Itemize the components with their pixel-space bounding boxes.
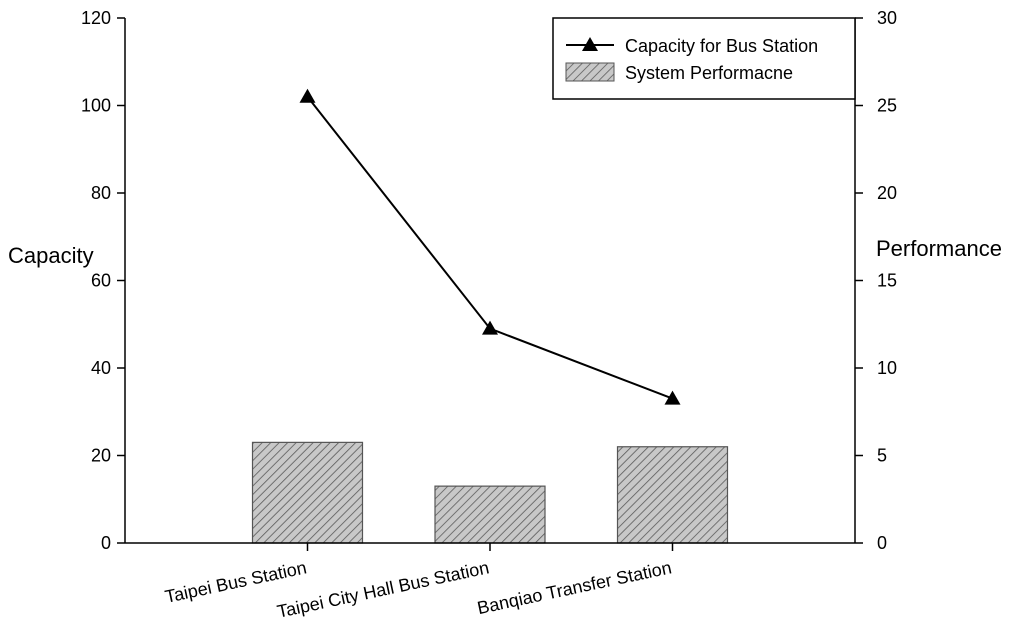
bars-layer [251, 441, 729, 544]
capacity-line [306, 96, 673, 400]
y-tick-label-left: 20 [91, 446, 111, 466]
capacity-point [482, 320, 498, 335]
legend-label-performance: System Performacne [625, 63, 793, 83]
y-tick-label-right: 15 [877, 271, 897, 291]
y-tick-label-right: 20 [877, 183, 897, 203]
performance-bar [251, 441, 364, 544]
y-tick-label-left: 0 [101, 533, 111, 553]
legend: Capacity for Bus Station System Performa… [552, 17, 856, 100]
y-tick-label-left: 100 [81, 96, 111, 116]
performance-bar [434, 485, 546, 544]
legend-box [552, 17, 856, 100]
y-tick-label-right: 0 [877, 533, 887, 553]
legend-line-sample [566, 37, 614, 51]
y-tick-label-left: 60 [91, 271, 111, 291]
line-layer [299, 88, 681, 405]
legend-triangle-marker [582, 37, 598, 51]
y-axis-title-left: Capacity [8, 243, 94, 268]
y-tick-label-right: 10 [877, 358, 897, 378]
y-tick-label-left: 80 [91, 183, 111, 203]
capacity-point [299, 88, 316, 103]
y-tick-label-left: 120 [81, 8, 111, 28]
y-tick-label-right: 30 [877, 8, 897, 28]
legend-label-capacity: Capacity for Bus Station [625, 36, 818, 56]
performance-bar [616, 446, 729, 544]
y-tick-label-right: 5 [877, 446, 887, 466]
x-tick-label: Taipei City Hall Bus Station [275, 557, 491, 621]
y-tick-label-left: 40 [91, 358, 111, 378]
y-axis-title-right: Performance [876, 236, 1002, 261]
x-tick-label: Banqiao Transfer Station [475, 557, 673, 618]
y-tick-label-right: 25 [877, 96, 897, 116]
capacity-point [664, 390, 681, 405]
legend-bar-sample [565, 62, 615, 82]
